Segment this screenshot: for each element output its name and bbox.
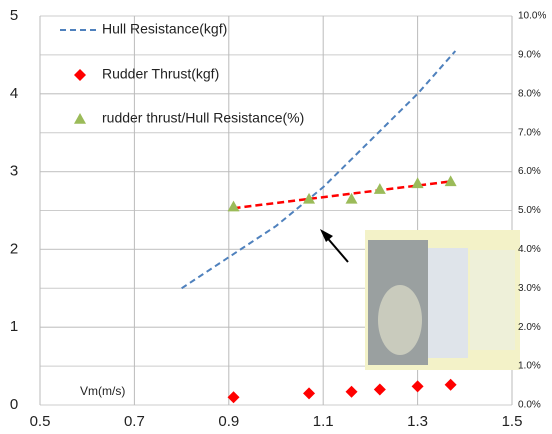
y2-tick-label: 4.0% <box>518 244 541 255</box>
point <box>444 175 457 187</box>
x-tick-label: 1.3 <box>407 413 428 430</box>
arrow <box>320 229 349 263</box>
y2-tick-label: 8.0% <box>518 88 541 99</box>
y2-tick-label: 6.0% <box>518 166 541 177</box>
x-tick-label: 0.9 <box>218 413 239 430</box>
point <box>373 183 386 194</box>
y-tick-label: 3 <box>10 163 18 180</box>
y-tick-label: 2 <box>10 240 18 257</box>
y2-tick-label: 10.0% <box>518 11 546 22</box>
point <box>411 380 424 393</box>
y-tick-label: 0 <box>10 396 18 413</box>
point <box>345 192 358 204</box>
point <box>227 200 240 212</box>
point <box>411 177 424 189</box>
legend-label: Rudder Thrust(kgf) <box>102 66 219 82</box>
point <box>227 391 240 404</box>
y2-tick-label: 0.0% <box>518 400 541 411</box>
y-tick-label: 4 <box>10 85 18 102</box>
legend-swatch <box>74 113 86 124</box>
y2-tick-label: 2.0% <box>518 322 541 333</box>
annotation: Vm(m/s) <box>80 384 125 398</box>
y2-tick-label: 9.0% <box>518 50 541 61</box>
legend-label: Hull Resistance(kgf) <box>102 21 227 37</box>
y2-tick-label: 7.0% <box>518 127 541 138</box>
point <box>303 387 316 400</box>
point <box>345 385 358 398</box>
x-tick-label: 0.5 <box>30 413 51 430</box>
x-tick-label: 1.1 <box>313 413 334 430</box>
point <box>444 378 457 391</box>
legend-swatch <box>74 69 86 81</box>
point <box>373 383 386 396</box>
y2-tick-label: 3.0% <box>518 283 541 294</box>
y-tick-label: 1 <box>10 318 18 335</box>
point <box>303 192 316 204</box>
y2-tick-label: 1.0% <box>518 361 541 372</box>
x-tick-label: 1.5 <box>502 413 523 430</box>
photo-inset <box>365 230 520 370</box>
y2-tick-label: 5.0% <box>518 205 541 216</box>
legend-label: rudder thrust/Hull Resistance(%) <box>102 110 304 126</box>
hull-line <box>181 50 457 290</box>
x-tick-label: 0.7 <box>124 413 145 430</box>
y-tick-label: 5 <box>10 7 18 24</box>
